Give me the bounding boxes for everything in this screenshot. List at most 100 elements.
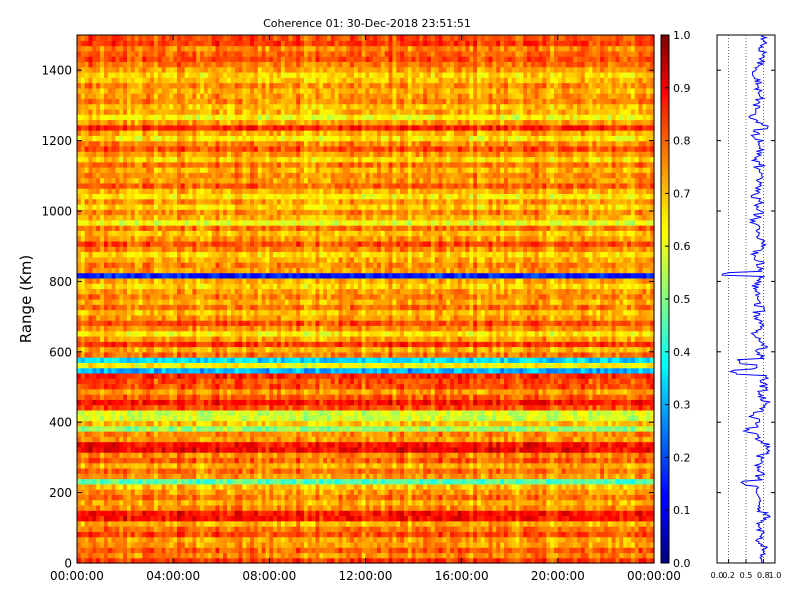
heatmap-cell <box>180 383 186 390</box>
heatmap-cell <box>107 467 113 474</box>
heatmap-cell <box>615 441 620 448</box>
heatmap-cell <box>607 557 613 564</box>
heatmap-cell <box>573 473 578 480</box>
heatmap-cell <box>592 483 597 490</box>
heatmap-cell <box>192 489 197 495</box>
heatmap-cell <box>303 420 309 427</box>
heatmap-cell <box>438 399 444 406</box>
heatmap-cell <box>638 436 644 443</box>
heatmap-cell <box>403 457 409 464</box>
heatmap-cell <box>380 457 386 464</box>
heatmap-cell <box>615 467 620 474</box>
heatmap-cell <box>450 394 455 400</box>
heatmap-cell <box>161 499 167 506</box>
heatmap-cell <box>365 547 370 554</box>
heatmap-cell <box>627 536 632 543</box>
heatmap-cell <box>400 441 405 448</box>
heatmap-cell <box>196 557 201 564</box>
heatmap-cell <box>369 436 374 443</box>
heatmap-cell <box>565 473 570 480</box>
heatmap-cell <box>546 415 551 422</box>
heatmap-cell <box>257 547 263 554</box>
heatmap-cell <box>165 526 170 532</box>
heatmap-cell <box>373 404 378 411</box>
heatmap-cell <box>288 467 294 474</box>
heatmap-cell <box>577 399 582 406</box>
heatmap-cell <box>88 425 93 432</box>
heatmap-cell <box>307 394 313 400</box>
heatmap-cell <box>369 510 374 517</box>
heatmap-cell <box>203 531 209 538</box>
heatmap-cell <box>480 489 486 495</box>
heatmap-cell <box>642 489 647 495</box>
heatmap-cell <box>123 446 128 453</box>
heatmap-cell <box>480 473 486 480</box>
heatmap-cell <box>261 547 267 554</box>
heatmap-cell <box>150 436 155 443</box>
heatmap-cell <box>619 478 624 485</box>
heatmap-cell <box>561 526 567 532</box>
heatmap-cell <box>92 489 97 495</box>
heatmap-cell <box>377 404 382 411</box>
heatmap-cell <box>150 425 155 432</box>
heatmap-cell <box>223 483 228 490</box>
heatmap-cell <box>446 441 451 448</box>
heatmap-cell <box>184 483 190 490</box>
heatmap-cell <box>627 531 632 538</box>
heatmap-cell <box>192 515 197 522</box>
heatmap-cell <box>523 446 528 453</box>
heatmap-cell <box>196 478 201 485</box>
heatmap-cell <box>423 467 428 474</box>
heatmap-cell <box>384 473 390 480</box>
heatmap-cell <box>646 388 651 395</box>
heatmap-cell <box>434 483 440 490</box>
heatmap-cell <box>84 552 90 559</box>
heatmap-cell <box>592 441 597 448</box>
heatmap-cell <box>277 510 282 517</box>
heatmap-cell <box>446 483 451 490</box>
heatmap-cell <box>188 383 193 390</box>
heatmap-cell <box>388 457 394 464</box>
heatmap-cell <box>150 420 155 427</box>
heatmap-cell <box>361 436 367 443</box>
heatmap-cell <box>173 547 178 554</box>
heatmap-cell <box>580 552 586 559</box>
heatmap-cell <box>507 531 513 538</box>
heatmap-cell <box>96 452 101 458</box>
heatmap-cell <box>130 520 136 527</box>
heatmap-cell <box>619 541 624 548</box>
heatmap-cell <box>353 457 359 464</box>
heatmap-cell <box>338 404 344 411</box>
heatmap-cell <box>577 436 582 443</box>
heatmap-cell <box>515 552 520 559</box>
heatmap-cell <box>215 457 220 464</box>
heatmap-cell <box>192 409 197 416</box>
heatmap-cell <box>107 536 113 543</box>
heatmap-cell <box>211 557 217 564</box>
heatmap-cell <box>400 436 405 443</box>
heatmap-cell <box>215 388 220 395</box>
heatmap-cell <box>642 504 647 511</box>
heatmap-cell <box>142 515 147 522</box>
heatmap-cell <box>561 499 567 506</box>
heatmap-cell <box>465 436 470 443</box>
heatmap-cell <box>611 409 617 416</box>
heatmap-cell <box>257 431 263 437</box>
heatmap-cell <box>530 467 536 474</box>
heatmap-cell <box>577 404 582 411</box>
heatmap-cell <box>423 536 428 543</box>
heatmap-cell <box>569 483 574 490</box>
heatmap-cell <box>457 457 463 464</box>
heatmap-cell <box>92 515 97 522</box>
heatmap-cell <box>580 483 586 490</box>
heatmap-cell <box>77 536 82 543</box>
heatmap-cell <box>165 510 170 517</box>
heatmap-cell <box>169 415 174 422</box>
heatmap-cell <box>530 478 536 485</box>
heatmap-cell <box>642 420 647 427</box>
heatmap-cell <box>523 541 528 548</box>
heatmap-cell <box>315 552 320 559</box>
heatmap-cell <box>534 431 540 437</box>
heatmap-cell <box>561 552 567 559</box>
heatmap-cell <box>238 526 244 532</box>
